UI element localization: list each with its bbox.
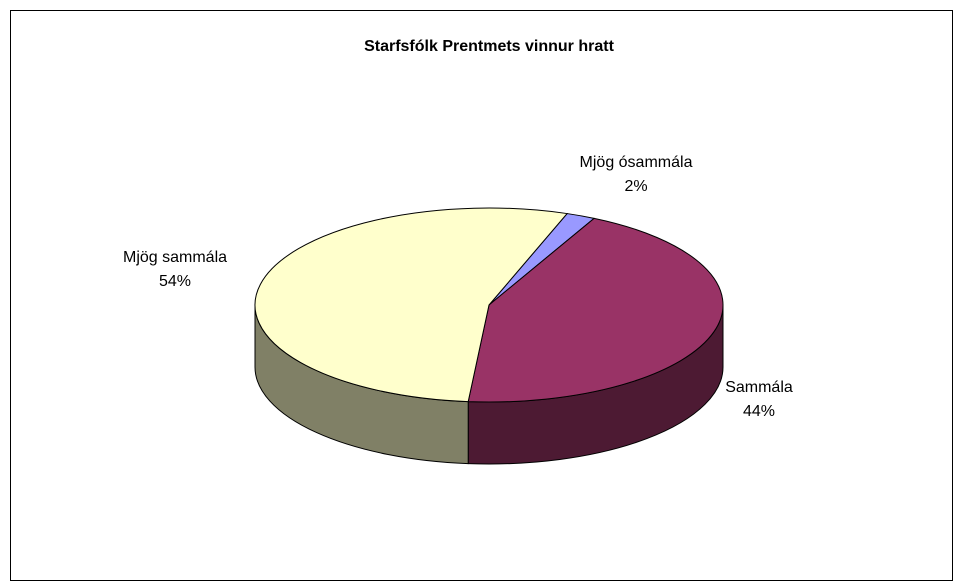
slice-value-label: 2% <box>624 178 647 195</box>
slice-value-label: 44% <box>743 403 775 420</box>
slice-label: Mjög sammála <box>123 249 227 266</box>
chart-title: Starfsfólk Prentmets vinnur hratt <box>364 38 615 55</box>
slice-label: Mjög ósammála <box>580 154 693 171</box>
pie-slice <box>467 217 724 403</box>
slice-value-label: 54% <box>159 273 191 290</box>
pie-slice <box>254 207 569 403</box>
slice-label: Sammála <box>725 379 793 396</box>
